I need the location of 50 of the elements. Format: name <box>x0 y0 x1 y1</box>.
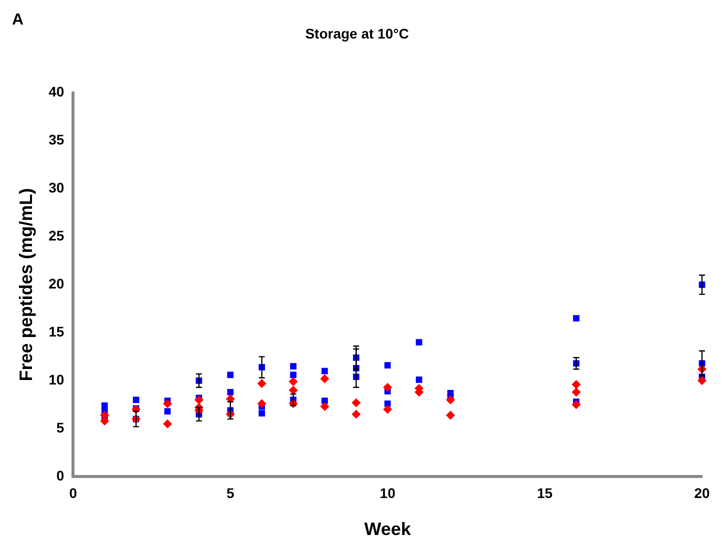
x-tick-label: 10 <box>380 484 396 501</box>
y-tick-label: 30 <box>48 180 64 196</box>
point <box>446 395 455 404</box>
point <box>227 388 234 396</box>
point <box>446 410 455 420</box>
y-tick-label: 5 <box>56 419 64 436</box>
point <box>132 396 140 404</box>
point <box>698 376 706 386</box>
point <box>288 377 298 386</box>
y-tick-label: 20 <box>48 276 64 292</box>
point <box>258 410 266 416</box>
y-tick-label: 25 <box>48 228 64 244</box>
point <box>383 382 392 392</box>
y-tick-label: 35 <box>48 132 64 148</box>
x-axis-title: Week <box>364 519 412 540</box>
point <box>416 339 422 346</box>
x-tick-label: 5 <box>226 484 234 501</box>
point <box>416 376 422 383</box>
point <box>352 410 361 419</box>
point <box>164 408 171 415</box>
text: A <box>12 11 24 28</box>
point <box>257 379 266 388</box>
point <box>320 402 330 412</box>
point <box>227 372 234 378</box>
point <box>384 362 391 368</box>
point <box>322 368 328 374</box>
y-tick-label: 10 <box>48 372 64 388</box>
y-tick-label: 15 <box>48 324 64 340</box>
chart-title: Storage at 10°C <box>305 25 409 42</box>
point <box>322 398 328 404</box>
point <box>320 374 330 384</box>
y-axis-title: Free peptides (mg/mL) <box>16 188 36 382</box>
point <box>290 363 296 370</box>
point <box>383 404 392 414</box>
point <box>384 400 391 407</box>
point <box>290 372 296 378</box>
point <box>352 398 361 408</box>
x-tick-label: 0 <box>69 484 78 501</box>
point <box>572 380 581 389</box>
point <box>162 399 172 408</box>
y-tick-label: 0 <box>56 467 64 484</box>
x-tick-label: 20 <box>694 484 710 501</box>
y-tick-label: 40 <box>48 84 64 100</box>
point <box>573 315 580 322</box>
point <box>194 395 204 404</box>
point <box>572 388 581 397</box>
point <box>162 419 172 428</box>
x-tick-label: 15 <box>537 484 553 501</box>
point <box>572 400 581 410</box>
point <box>257 399 266 408</box>
